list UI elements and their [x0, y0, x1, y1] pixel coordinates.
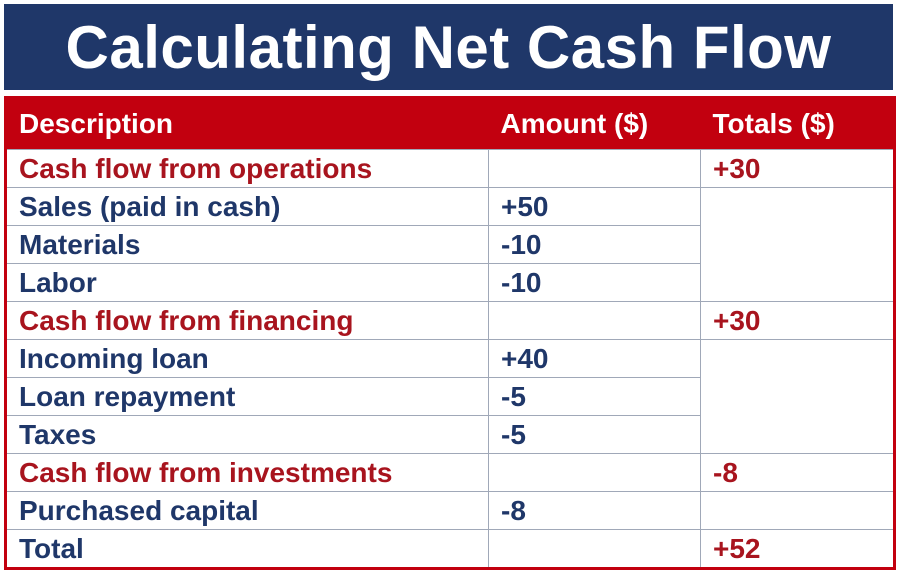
total-row: Total +52 [5, 529, 895, 569]
header-totals: Totals ($) [700, 97, 895, 150]
row-amount: +40 [488, 339, 701, 378]
table-row: Incoming loan +40 [5, 339, 895, 378]
page-title: Calculating Net Cash Flow [65, 13, 832, 81]
row-total [700, 225, 895, 264]
row-total: +30 [700, 301, 895, 340]
row-total [700, 491, 895, 530]
cash-flow-table: Description Amount ($) Totals ($) Cash f… [4, 96, 896, 570]
row-total: +52 [700, 529, 895, 569]
table-header-row: Description Amount ($) Totals ($) [5, 97, 895, 150]
row-total [700, 187, 895, 226]
row-description: Total [5, 529, 489, 569]
row-description: Cash flow from operations [5, 149, 489, 188]
header-description: Description [5, 97, 489, 150]
row-amount [488, 453, 701, 492]
row-total [700, 377, 895, 416]
row-description: Purchased capital [5, 491, 489, 530]
row-total [700, 415, 895, 454]
row-amount [488, 149, 701, 188]
row-description: Taxes [5, 415, 489, 454]
section-row: Cash flow from financing +30 [5, 301, 895, 340]
row-total: -8 [700, 453, 895, 492]
row-amount: -5 [488, 377, 701, 416]
header-amount: Amount ($) [488, 97, 701, 150]
row-total [700, 263, 895, 302]
table-row: Materials -10 [5, 225, 895, 264]
row-amount: -10 [488, 263, 701, 302]
row-total [700, 339, 895, 378]
section-row: Cash flow from operations +30 [5, 149, 895, 188]
table-row: Loan repayment -5 [5, 377, 895, 416]
table-row: Taxes -5 [5, 415, 895, 454]
row-description: Sales (paid in cash) [5, 187, 489, 226]
row-description: Incoming loan [5, 339, 489, 378]
row-amount: -10 [488, 225, 701, 264]
row-amount [488, 529, 701, 569]
table-row: Sales (paid in cash) +50 [5, 187, 895, 226]
row-description: Loan repayment [5, 377, 489, 416]
table-row: Purchased capital -8 [5, 491, 895, 530]
title-banner: Calculating Net Cash Flow [4, 4, 893, 90]
row-description: Labor [5, 263, 489, 302]
section-row: Cash flow from investments -8 [5, 453, 895, 492]
row-amount: +50 [488, 187, 701, 226]
row-amount [488, 301, 701, 340]
row-description: Materials [5, 225, 489, 264]
row-amount: -8 [488, 491, 701, 530]
row-amount: -5 [488, 415, 701, 454]
row-description: Cash flow from financing [5, 301, 489, 340]
row-total: +30 [700, 149, 895, 188]
table-row: Labor -10 [5, 263, 895, 302]
row-description: Cash flow from investments [5, 453, 489, 492]
